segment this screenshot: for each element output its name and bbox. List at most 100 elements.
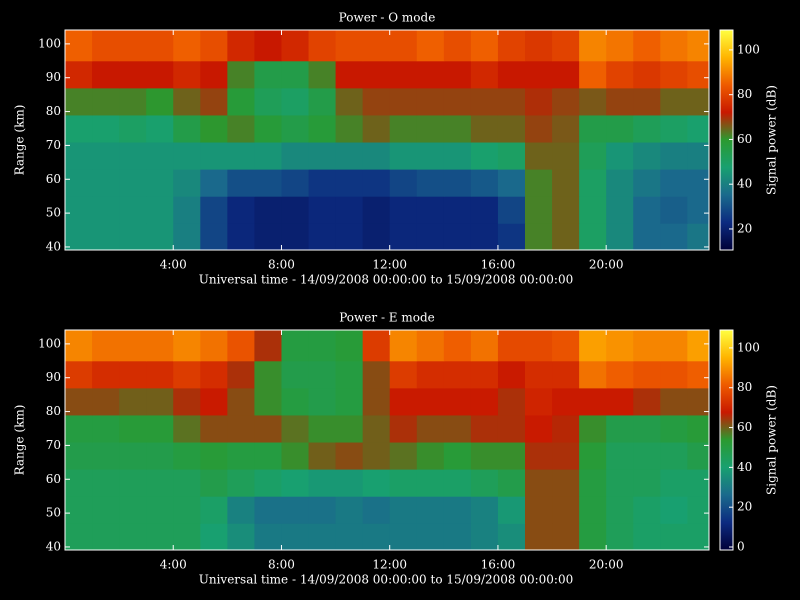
heatmap-cell <box>579 469 607 497</box>
heatmap-cell <box>470 442 499 470</box>
heatmap-cell <box>633 442 661 470</box>
heatmap-cell <box>416 360 445 389</box>
heatmap-cell <box>470 30 499 62</box>
heatmap-cell <box>579 196 607 224</box>
heatmap-cell <box>687 60 710 89</box>
heatmap-cell <box>362 142 391 170</box>
heatmap-cell <box>173 87 201 116</box>
heatmap-cell <box>552 387 580 416</box>
heatmap-cell <box>146 469 174 497</box>
heatmap-cell <box>254 87 282 116</box>
heatmap-cell <box>389 30 418 62</box>
heatmap-cell <box>173 196 201 224</box>
heatmap-cell <box>254 442 282 470</box>
heatmap-cell <box>552 223 580 251</box>
heatmap-cell <box>308 387 337 416</box>
heatmap-cell <box>146 496 174 524</box>
heatmap-cell <box>416 223 445 251</box>
y-tick-label: 50 <box>46 506 61 520</box>
heatmap-cell <box>497 196 526 224</box>
heatmap-cell <box>281 30 310 62</box>
heatmap-cell <box>497 442 526 470</box>
colorbar <box>719 29 734 251</box>
heatmap-cell <box>200 496 228 524</box>
heatmap-cell <box>470 169 499 197</box>
heatmap-cell <box>633 114 661 143</box>
heatmap-cell <box>335 196 364 224</box>
heatmap-cell <box>119 360 147 389</box>
heatmap-cell <box>552 196 580 224</box>
heatmap-cell <box>65 469 93 497</box>
heatmap-cell <box>146 414 174 443</box>
heatmap-cell <box>200 360 228 389</box>
heatmap-cell <box>389 169 418 197</box>
heatmap-cell <box>443 442 472 470</box>
heatmap-cell <box>254 169 282 197</box>
heatmap-cell <box>335 469 364 497</box>
heatmap-cell <box>119 387 147 416</box>
heatmap-cell <box>552 114 580 143</box>
x-tick-label: 8:00 <box>268 258 295 272</box>
heatmap-cell <box>525 523 553 551</box>
heatmap-cell <box>443 523 472 551</box>
y-tick-label: 80 <box>46 104 61 118</box>
x-tick-label: 4:00 <box>160 258 187 272</box>
heatmap-cell <box>335 60 364 89</box>
heatmap-cell <box>281 360 310 389</box>
colorbar-label: Signal power (dB) <box>765 85 779 195</box>
heatmap-cell <box>227 30 255 62</box>
heatmap-cell <box>200 142 228 170</box>
heatmap-cell <box>335 87 364 116</box>
heatmap-cell <box>119 196 147 224</box>
heatmap-cell <box>281 169 310 197</box>
heatmap-cell <box>525 330 553 362</box>
heatmap-cell <box>281 87 310 116</box>
heatmap-cell <box>552 414 580 443</box>
heatmap-cell <box>470 387 499 416</box>
heatmap-cell <box>335 360 364 389</box>
heatmap-cell <box>362 469 391 497</box>
heatmap-cell <box>660 414 688 443</box>
heatmap-cell <box>254 114 282 143</box>
y-tick-label: 50 <box>46 206 61 220</box>
heatmap-cell <box>281 387 310 416</box>
heatmap-cell <box>443 414 472 443</box>
heatmap-cell <box>200 469 228 497</box>
heatmap-cell <box>200 442 228 470</box>
panel-title: Power - O mode <box>339 11 436 25</box>
heatmap-cell <box>362 442 391 470</box>
colorbar-tick-label: 100 <box>737 340 760 354</box>
heatmap-cell <box>552 330 580 362</box>
heatmap-cell <box>65 169 93 197</box>
heatmap-cell <box>92 196 120 224</box>
heatmap-cell <box>443 496 472 524</box>
heatmap-cell <box>687 87 710 116</box>
heatmap-cell <box>173 523 201 551</box>
heatmap-cell <box>173 496 201 524</box>
heatmap-cell <box>660 442 688 470</box>
heatmap-cell <box>633 414 661 443</box>
heatmap-cell <box>362 414 391 443</box>
heatmap-cell <box>579 169 607 197</box>
y-axis-label: Range (km) <box>13 105 27 176</box>
heatmap-cell <box>281 60 310 89</box>
heatmap-cell <box>443 114 472 143</box>
heatmap-cell <box>552 169 580 197</box>
y-tick-label: 60 <box>46 172 61 186</box>
heatmap-cell <box>146 523 174 551</box>
heatmap-cell <box>497 114 526 143</box>
y-tick-label: 70 <box>46 438 61 452</box>
heatmap-cell <box>389 330 418 362</box>
heatmap-cell <box>335 142 364 170</box>
heatmap-cell <box>416 87 445 116</box>
heatmap-cell <box>497 330 526 362</box>
heatmap-cell <box>335 414 364 443</box>
heatmap-cell <box>173 360 201 389</box>
heatmap-cell <box>660 330 688 362</box>
colorbar-tick-label: 20 <box>737 500 752 514</box>
heatmap-cell <box>389 414 418 443</box>
heatmap-cell <box>254 30 282 62</box>
heatmap-cell <box>335 223 364 251</box>
heatmap-cell <box>525 496 553 524</box>
heatmap-cell <box>497 387 526 416</box>
